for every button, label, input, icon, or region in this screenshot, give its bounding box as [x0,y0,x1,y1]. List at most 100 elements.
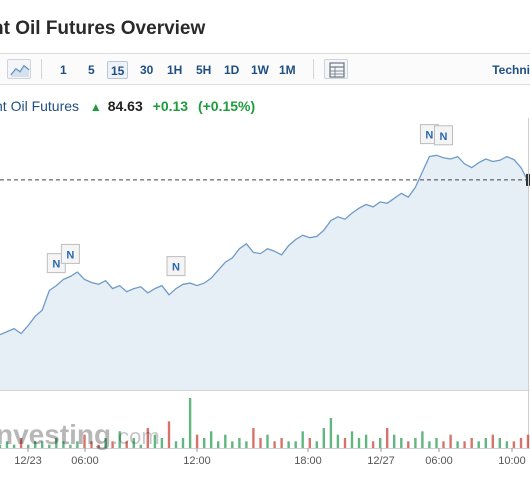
volume-bar [526,434,530,448]
period-button-1[interactable]: 1 [60,63,67,77]
page-title: nt Oil Futures Overview [0,18,206,39]
x-tick-label: 18:00 [294,455,322,467]
volume-bar [449,434,452,448]
volume-bar [463,441,466,448]
volume-bar [245,441,248,448]
period-button-15[interactable]: 15 [107,61,129,79]
technical-tab[interactable]: Techni [492,63,530,77]
toolbar-divider [313,59,314,79]
volume-bar [27,444,30,448]
volume-bar [498,438,501,448]
volume-bar [146,428,149,448]
volume-bar [62,441,65,448]
area-chart-icon[interactable] [7,59,31,79]
volume-bar [0,444,2,448]
volume-bar [259,438,262,448]
price-change: +0.13 [152,98,189,114]
price-area-fill [0,155,528,390]
volume-bar [414,438,417,448]
volume-bar [132,438,135,448]
volume-bar [139,444,142,448]
volume-bar [181,438,185,448]
volume-bar [217,441,220,448]
table-icon[interactable] [324,59,348,79]
news-marker-box [60,243,80,264]
volume-bar [90,441,93,448]
volume-bar [322,428,325,448]
volume-bar [350,431,354,448]
period-button-1d[interactable]: 1D [224,63,240,77]
arrow-up-icon: ▲ [89,100,102,114]
period-button-5h[interactable]: 5H [196,63,212,77]
volume-bar [83,434,86,448]
news-marker-box [434,125,453,146]
news-marker-label: N [425,130,433,142]
volume-bar [329,418,333,448]
period-button-5[interactable]: 5 [88,63,95,77]
volume-bar [407,441,410,448]
x-tick-label: 12/27 [367,455,395,467]
volume-bar [252,428,255,448]
volume-bar [5,441,9,448]
volume-bar [364,434,368,448]
volume-bar [343,438,347,448]
price-chart[interactable]: 12/23 06:00 12:00 18:00 12/27 06:00 10:00 nvest… [0,118,530,487]
volume-bar [315,441,318,448]
volume-bar [111,441,114,448]
volume-bar [400,438,403,448]
volume-bar [421,431,424,448]
x-tick-label: 12:00 [183,455,211,467]
volume-bar [195,434,199,448]
volume-bar [55,438,58,448]
volume-bar [224,434,227,448]
volume-bar [428,441,431,448]
volume-bar [301,431,304,448]
volume-bar [371,441,375,448]
volume-bar [477,441,480,448]
price-change-percent: (+0.15%) [197,98,256,114]
news-marker-label: N [440,131,448,143]
volume-bar [294,441,297,448]
volume-bar [336,434,340,448]
news-marker[interactable]: N [166,256,186,277]
volume-bar [491,434,494,448]
news-marker[interactable]: N [434,125,453,146]
period-button-1m[interactable]: 1M [279,63,296,77]
volume-bar [188,398,192,448]
period-button-30[interactable]: 30 [140,63,154,77]
x-tick-label: 06:00 [71,455,99,467]
volume-bar [97,444,100,448]
volume-bar [519,438,523,448]
volume-bar [34,441,37,448]
volume-bar [231,441,234,448]
volume-bar [210,431,213,448]
volume-bar [118,431,121,448]
volume-bar [12,444,16,448]
volume-bar [379,438,382,448]
volume-bar [125,441,128,448]
volume-bar [435,438,438,448]
watermark-brand: nvesting [0,419,111,450]
volume-bar [273,441,276,448]
volume-bar [505,441,509,448]
chart-toolbar: 1 5 15 30 1H 5H 1D 1W 1M Techni [0,53,530,85]
period-button-1w[interactable]: 1W [251,63,269,77]
volume-bar [160,438,164,448]
toolbar-divider [41,59,42,79]
volume-bar [48,444,51,448]
x-tick-label: 10:00 [498,455,526,467]
volume-bar [484,438,487,448]
volume-bar [456,441,459,448]
volume-bar [512,441,516,448]
volume-bar [386,428,389,448]
volume-bar [104,438,107,448]
news-marker[interactable]: N [60,243,80,264]
volume-bar [393,434,396,448]
volume-bar [19,438,23,448]
volume-bar [167,421,171,448]
news-marker-label: N [66,249,74,261]
quote-summary: nt Oil Futures ▲ 84.63 +0.13 (+0.15%) [0,96,255,116]
x-tick-label: 06:00 [425,455,453,467]
period-button-1h[interactable]: 1H [167,63,183,77]
volume-bar [69,444,72,448]
